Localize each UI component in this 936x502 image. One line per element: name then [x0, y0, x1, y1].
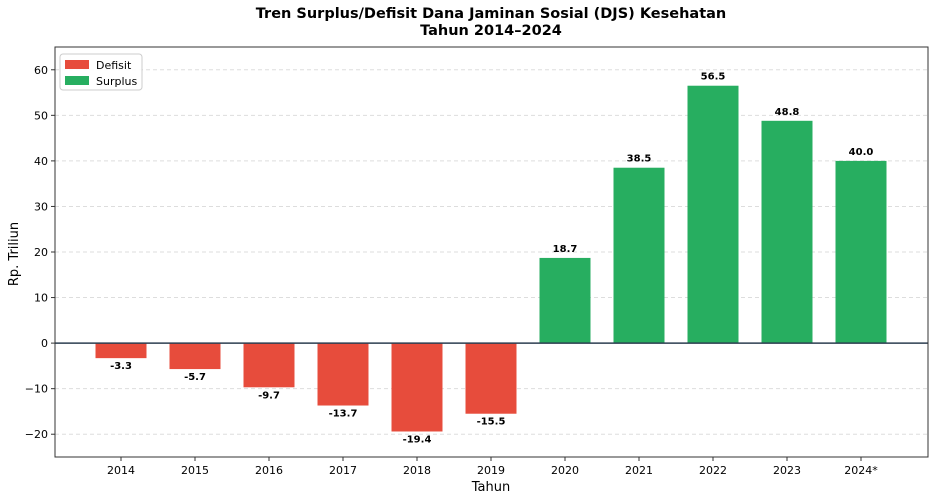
x-tick-label: 2024* [844, 464, 878, 477]
y-axis-label: Rp. Triliun [7, 222, 22, 286]
y-axis-ticks: −20 −10 0 10 20 30 40 50 60 [25, 64, 55, 441]
data-label: -13.7 [329, 409, 358, 420]
x-tick-label: 2020 [551, 464, 579, 477]
bar-2019 [465, 343, 517, 414]
data-label: -15.5 [477, 417, 506, 428]
data-label: -9.7 [258, 390, 280, 401]
bar-2024 [835, 160, 887, 344]
legend-label-surplus: Surplus [96, 75, 137, 88]
bar-2017 [317, 343, 369, 406]
x-tick-label: 2016 [255, 464, 283, 477]
data-label: -19.4 [403, 434, 432, 445]
bar-2015 [169, 343, 221, 370]
x-tick-label: 2022 [699, 464, 727, 477]
chart-title: Tren Surplus/Defisit Dana Jaminan Sosial… [256, 6, 727, 22]
y-tick-label: −10 [25, 383, 48, 396]
bar-2022 [687, 85, 739, 344]
legend-swatch-defisit [65, 60, 89, 69]
x-axis-ticks: 2014 2015 2016 2017 2018 2019 2020 2021 2022 2023… [107, 457, 878, 477]
y-tick-label: 50 [34, 109, 48, 122]
legend-label-defisit: Defisit [96, 59, 132, 72]
y-tick-label: 20 [34, 246, 48, 259]
x-tick-label: 2018 [403, 464, 431, 477]
y-tick-label: 40 [34, 155, 48, 168]
bar-2016 [243, 343, 295, 388]
data-label: -3.3 [110, 361, 132, 372]
legend-swatch-surplus [65, 76, 89, 85]
x-axis-label: Tahun [471, 480, 510, 495]
bar-2023 [761, 120, 813, 344]
bar-2018 [391, 343, 443, 432]
bar-2021 [613, 167, 665, 344]
data-label: -5.7 [184, 372, 206, 383]
data-label: 48.8 [775, 107, 800, 118]
x-tick-label: 2023 [773, 464, 801, 477]
data-labels: -3.3 -5.7 -9.7 -13.7 -19.4 -15.5 18.7 38.5 56.5 4… [110, 72, 873, 446]
y-tick-label: 30 [34, 200, 48, 213]
bar-2014 [95, 343, 147, 359]
data-label: 38.5 [627, 154, 652, 165]
x-tick-label: 2015 [181, 464, 209, 477]
y-tick-label: 60 [34, 64, 48, 77]
y-tick-label: 10 [34, 292, 48, 305]
bar-2020 [539, 257, 591, 344]
chart-subtitle: Tahun 2014–2024 [420, 23, 562, 39]
data-label: 56.5 [701, 72, 726, 83]
bars [95, 85, 887, 432]
legend: Defisit Surplus [59, 53, 143, 91]
y-tick-label: 0 [41, 337, 48, 350]
data-label: 18.7 [553, 244, 578, 255]
x-tick-label: 2021 [625, 464, 653, 477]
x-tick-label: 2014 [107, 464, 135, 477]
x-tick-label: 2019 [477, 464, 505, 477]
x-tick-label: 2017 [329, 464, 357, 477]
y-tick-label: −20 [25, 428, 48, 441]
data-label: 40.0 [849, 147, 874, 158]
